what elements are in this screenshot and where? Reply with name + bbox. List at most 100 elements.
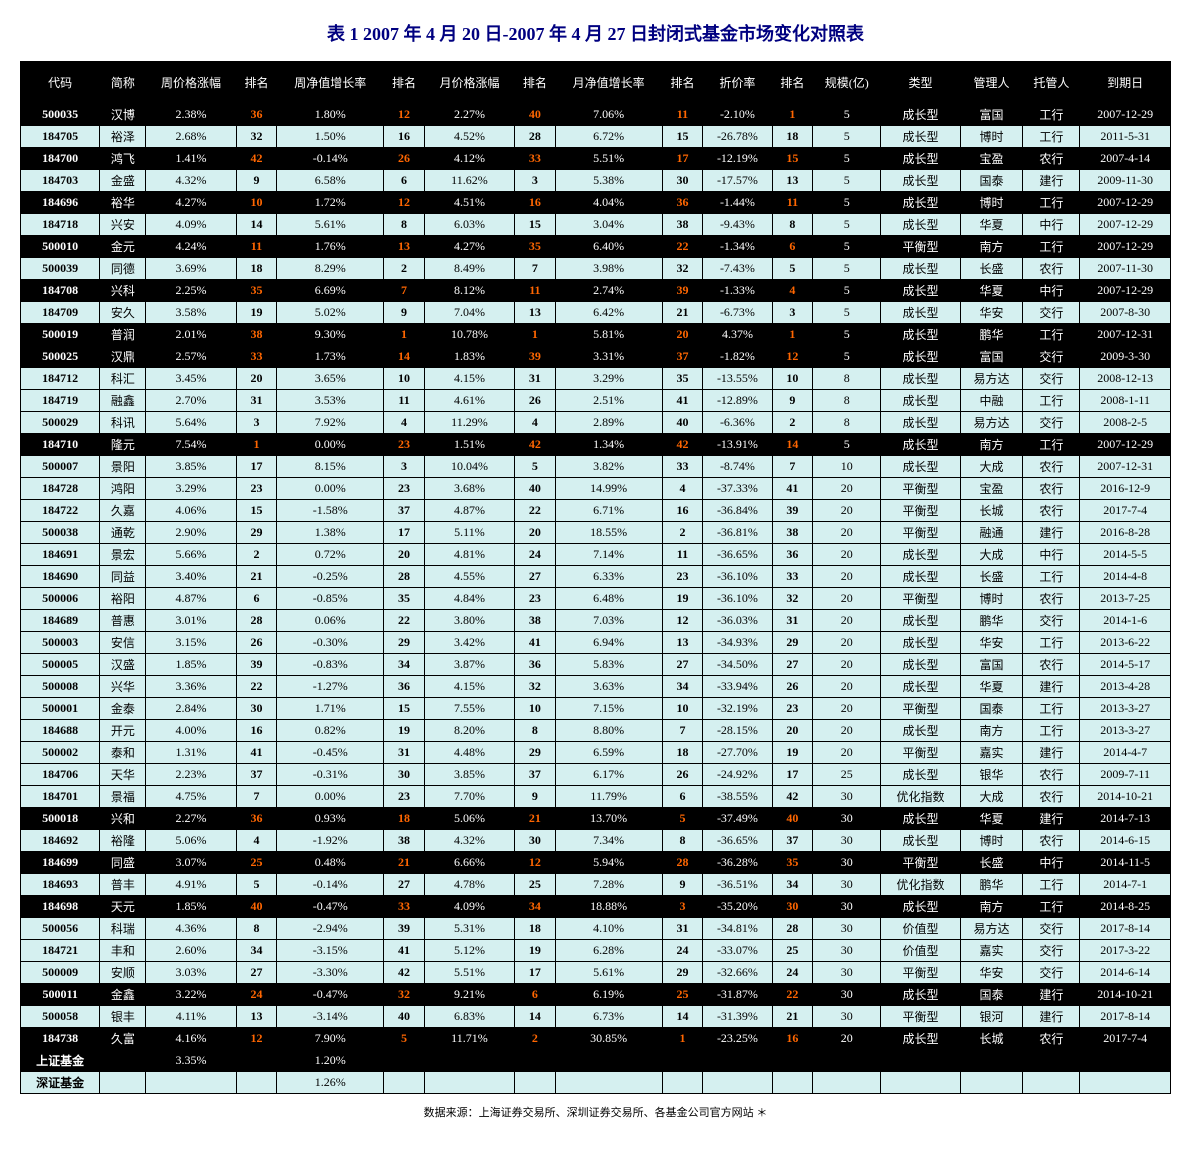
cell: 39	[384, 918, 424, 940]
table-row: 184738久富4.16%127.90%511.71%230.85%1-23.2…	[21, 1028, 1171, 1050]
cell: 11.71%	[424, 1028, 514, 1050]
cell: -1.92%	[277, 830, 384, 852]
cell: 6.42%	[555, 302, 662, 324]
cell: 37	[662, 346, 702, 368]
cell: 19	[662, 588, 702, 610]
cell: 41	[515, 632, 555, 654]
cell: 普丰	[100, 874, 146, 896]
cell: 5.83%	[555, 654, 662, 676]
cell: 1	[772, 104, 812, 126]
cell: 华夏	[960, 280, 1023, 302]
cell: 23	[384, 786, 424, 808]
cell: 6	[236, 588, 276, 610]
cell: 30	[813, 940, 881, 962]
cell: 40	[236, 896, 276, 918]
cell: 22	[515, 500, 555, 522]
cell: 20	[813, 698, 881, 720]
cell	[236, 1050, 276, 1072]
cell: 长盛	[960, 566, 1023, 588]
cell: 2013-3-27	[1080, 720, 1171, 742]
cell: 24	[662, 940, 702, 962]
cell: 成长型	[881, 324, 960, 346]
cell: 1.76%	[277, 236, 384, 258]
cell: 9.21%	[424, 984, 514, 1006]
cell: 成长型	[881, 984, 960, 1006]
cell: 交行	[1023, 412, 1080, 434]
cell: 工行	[1023, 434, 1080, 456]
cell: 4	[384, 412, 424, 434]
cell: 33	[772, 566, 812, 588]
cell: 5.12%	[424, 940, 514, 962]
cell: -33.07%	[703, 940, 773, 962]
cell: 17	[384, 522, 424, 544]
cell: -26.78%	[703, 126, 773, 148]
cell: 农行	[1023, 654, 1080, 676]
cell: 成长型	[881, 676, 960, 698]
cell: 33	[236, 346, 276, 368]
cell: -0.14%	[277, 874, 384, 896]
cell: 17	[515, 962, 555, 984]
cell: 鸿飞	[100, 148, 146, 170]
cell: 平衡型	[881, 698, 960, 720]
cell: 30	[236, 698, 276, 720]
cell: 40	[515, 104, 555, 126]
cell: -8.74%	[703, 456, 773, 478]
cell	[236, 1072, 276, 1094]
cell: -34.93%	[703, 632, 773, 654]
cell: 2017-7-4	[1080, 1028, 1171, 1050]
cell: 4.00%	[146, 720, 236, 742]
cell: 30	[813, 984, 881, 1006]
table-row: 500025汉鼎2.57%331.73%141.83%393.31%37-1.8…	[21, 346, 1171, 368]
cell: 30	[813, 830, 881, 852]
cell: -36.81%	[703, 522, 773, 544]
cell: 工行	[1023, 236, 1080, 258]
cell: 4.32%	[146, 170, 236, 192]
cell: 184728	[21, 478, 100, 500]
table-row: 184718兴安4.09%145.61%86.03%153.04%38-9.43…	[21, 214, 1171, 236]
cell: -0.25%	[277, 566, 384, 588]
cell: 5.06%	[424, 808, 514, 830]
cell: 农行	[1023, 830, 1080, 852]
cell: 20	[813, 478, 881, 500]
cell: 36	[515, 654, 555, 676]
cell: 2014-8-25	[1080, 896, 1171, 918]
cell: 1	[236, 434, 276, 456]
cell: 41	[384, 940, 424, 962]
cell: -3.15%	[277, 940, 384, 962]
cell: 6.28%	[555, 940, 662, 962]
cell: 500019	[21, 324, 100, 346]
cell: 13	[384, 236, 424, 258]
cell: 42	[772, 786, 812, 808]
cell: 5.81%	[555, 324, 662, 346]
cell: 2.90%	[146, 522, 236, 544]
cell: -1.58%	[277, 500, 384, 522]
col-header: 月价格涨幅	[424, 62, 514, 104]
cell: 2007-12-31	[1080, 324, 1171, 346]
cell: 40	[515, 478, 555, 500]
cell: 5	[813, 280, 881, 302]
cell: 长盛	[960, 258, 1023, 280]
cell: 24	[772, 962, 812, 984]
cell	[662, 1072, 702, 1094]
cell: -0.85%	[277, 588, 384, 610]
cell: 12	[384, 104, 424, 126]
cell: 鸿阳	[100, 478, 146, 500]
cell: 30	[813, 918, 881, 940]
table-row: 184712科汇3.45%203.65%104.15%313.29%35-13.…	[21, 368, 1171, 390]
cell: 8.20%	[424, 720, 514, 742]
table-row: 上证基金3.35%1.20%	[21, 1050, 1171, 1072]
cell: 12	[384, 192, 424, 214]
cell: -33.94%	[703, 676, 773, 698]
cell: 成长型	[881, 104, 960, 126]
cell: 交行	[1023, 346, 1080, 368]
cell: 29	[515, 742, 555, 764]
col-header: 代码	[21, 62, 100, 104]
cell: 3.69%	[146, 258, 236, 280]
cell: 金元	[100, 236, 146, 258]
cell: 500056	[21, 918, 100, 940]
cell: 价值型	[881, 918, 960, 940]
cell: 2	[662, 522, 702, 544]
cell: -1.34%	[703, 236, 773, 258]
cell	[384, 1050, 424, 1072]
cell: 中融	[960, 390, 1023, 412]
